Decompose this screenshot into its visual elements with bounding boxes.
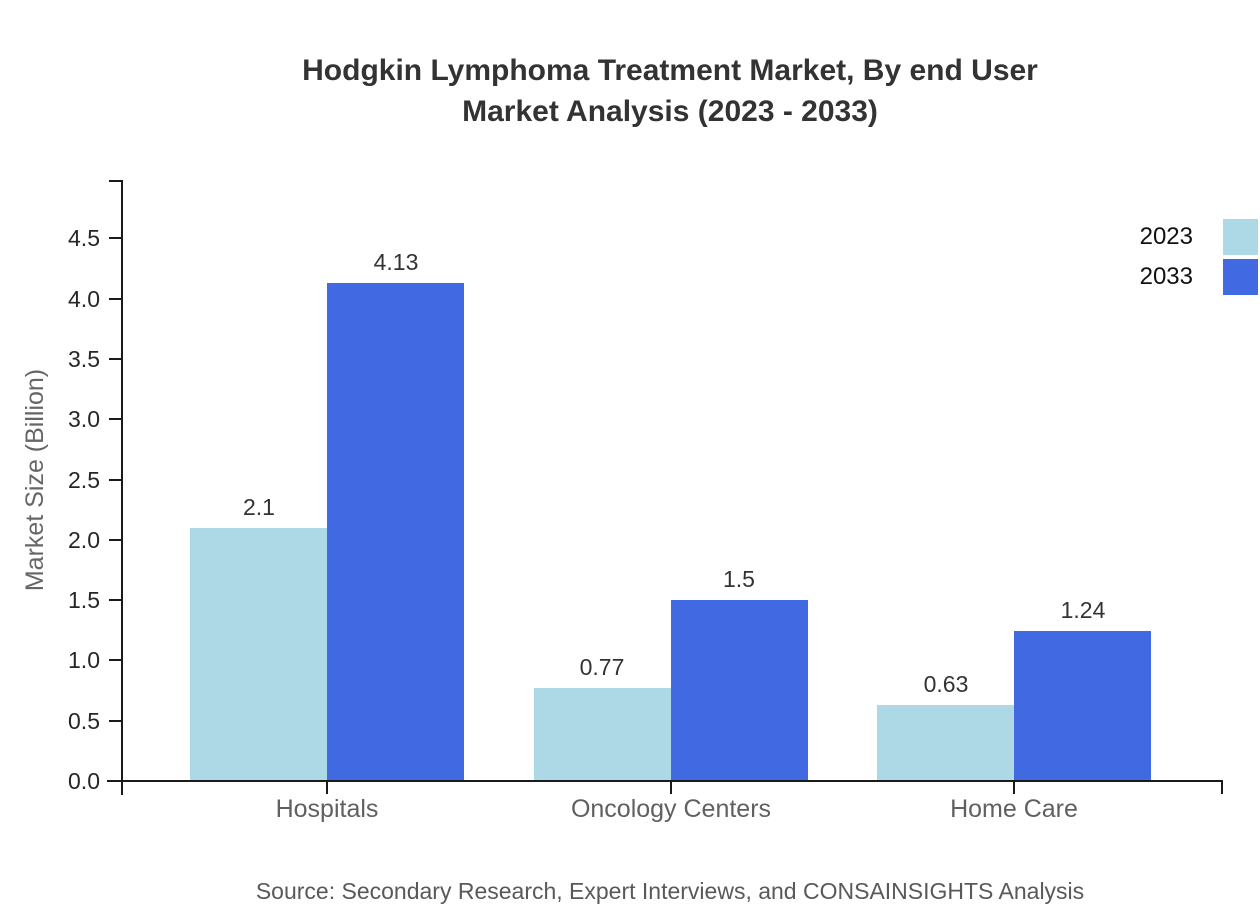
y-tick-label: 2.0 [68, 527, 100, 553]
y-tick [109, 418, 122, 420]
y-tick-label: 3.0 [68, 406, 100, 432]
y-tick-label: 4.5 [68, 225, 100, 251]
y-tick [109, 659, 122, 661]
chart-title-line-1: Hodgkin Lymphoma Treatment Market, By en… [302, 54, 1038, 87]
y-axis-end-cap [109, 180, 122, 182]
y-tick [109, 298, 122, 300]
bar-value-label: 1.5 [723, 566, 755, 592]
bar-2033-oncology-centers [671, 600, 808, 780]
bar-2023-home-care [877, 705, 1014, 780]
category-label: Home Care [950, 795, 1078, 823]
x-tick [326, 781, 328, 794]
x-axis-line [107, 780, 1223, 782]
y-tick-label: 4.0 [68, 286, 100, 312]
y-tick-label: 0.5 [68, 708, 100, 734]
bar-value-label: 0.63 [923, 671, 969, 697]
bar-value-label: 0.77 [579, 654, 625, 680]
bar-value-label: 1.24 [1060, 597, 1106, 623]
legend-swatch-icon [1223, 219, 1258, 255]
source-note: Source: Secondary Research, Expert Inter… [255, 878, 1085, 904]
y-tick [109, 539, 122, 541]
y-tick [109, 237, 122, 239]
y-tick [109, 479, 122, 481]
y-tick-label: 0.0 [68, 768, 100, 794]
y-tick-label: 1.0 [68, 647, 100, 673]
y-tick [109, 720, 122, 722]
y-tick-label: 1.5 [68, 587, 100, 613]
y-tick [109, 358, 122, 360]
bar-value-label: 2.1 [243, 494, 275, 520]
y-tick-label: 3.5 [68, 346, 100, 372]
legend-label: 2033 [1139, 263, 1193, 290]
bar-value-label: 4.13 [373, 249, 419, 275]
category-label: Hospitals [275, 795, 379, 823]
legend-row-2033: 2033 [1140, 259, 1258, 295]
legend-row-2023: 2023 [1140, 219, 1258, 255]
y-tick [109, 780, 122, 782]
x-tick [670, 781, 672, 794]
y-tick [109, 599, 122, 601]
bar-2033-home-care [1014, 631, 1151, 780]
legend-label: 2023 [1139, 223, 1193, 250]
x-axis-end-tick [1221, 781, 1223, 794]
bar-2023-oncology-centers [534, 688, 671, 780]
legend-swatch-icon [1223, 259, 1258, 295]
y-axis-line [121, 180, 123, 795]
chart-title: Hodgkin Lymphoma Treatment Market, By en… [80, 50, 1260, 132]
chart-title-line-2: Market Analysis (2023 - 2033) [462, 95, 878, 128]
x-tick [1013, 781, 1015, 794]
y-tick-label: 2.5 [68, 467, 100, 493]
bar-2033-hospitals [327, 283, 464, 780]
bar-2023-hospitals [190, 528, 327, 780]
category-label: Oncology Centers [570, 795, 772, 823]
